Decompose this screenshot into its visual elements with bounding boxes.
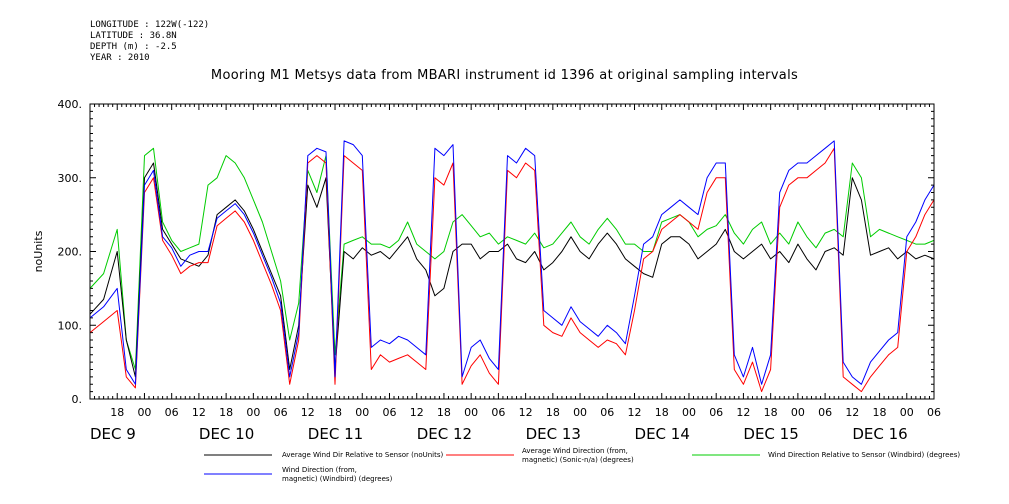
- x-tick-label: 18: [764, 406, 778, 419]
- legend-label: Average Wind Direction (from, magnetic) (…: [522, 447, 634, 464]
- x-tick-label: 06: [600, 406, 614, 419]
- legend-label: Wind Direction Relative to Sensor (Windb…: [768, 451, 960, 459]
- metadata-block: LONGITUDE : 122W(-122) LATITUDE : 36.8N …: [90, 20, 209, 64]
- legend-label: Average Wind Dir Relative to Sensor (noU…: [282, 451, 443, 459]
- x-tick-label: 00: [900, 406, 914, 419]
- meta-latitude: LATITUDE : 36.8N: [90, 31, 177, 41]
- x-tick-label: 12: [628, 406, 642, 419]
- x-tick-label: 18: [873, 406, 887, 419]
- x-tick-label: 06: [818, 406, 832, 419]
- x-tick-label: 18: [219, 406, 233, 419]
- x-day-label: DEC 10: [199, 425, 254, 443]
- x-day-label: DEC 14: [635, 425, 690, 443]
- meta-year: YEAR : 2010: [90, 53, 150, 63]
- x-tick-label: 00: [246, 406, 260, 419]
- y-tick-label: 300.: [58, 172, 83, 185]
- series-line-0: [89, 162, 935, 378]
- x-tick-label: 06: [927, 406, 941, 419]
- x-tick-label: 00: [791, 406, 805, 419]
- x-tick-label: 18: [110, 406, 124, 419]
- x-tick-label: 12: [519, 406, 533, 419]
- y-tick-label: 200.: [58, 246, 83, 259]
- x-tick-label: 00: [682, 406, 696, 419]
- x-day-label: DEC 16: [852, 425, 907, 443]
- y-tick-label: 400.: [58, 98, 83, 111]
- x-tick-label: 00: [137, 406, 151, 419]
- x-tick-label: 18: [655, 406, 669, 419]
- y-axis-label: noUnits: [32, 230, 45, 272]
- x-tick-label: 18: [546, 406, 560, 419]
- plot-frame: [89, 103, 935, 400]
- x-tick-label: 18: [437, 406, 451, 419]
- series-line-1: [89, 147, 935, 393]
- x-tick-label: 12: [410, 406, 424, 419]
- x-tick-label: 12: [845, 406, 859, 419]
- x-tick-label: 00: [355, 406, 369, 419]
- x-tick-label: 00: [573, 406, 587, 419]
- x-tick-label: 12: [736, 406, 750, 419]
- x-tick-label: 06: [274, 406, 288, 419]
- x-day-label: DEC 15: [743, 425, 798, 443]
- x-day-label: DEC 9: [90, 425, 136, 443]
- x-day-label: DEC 12: [417, 425, 472, 443]
- meta-depth: DEPTH (m) : -2.5: [90, 42, 177, 52]
- x-tick-label: 06: [165, 406, 179, 419]
- series-line-2: [89, 147, 935, 370]
- x-tick-label: 06: [491, 406, 505, 419]
- series-line-3: [89, 140, 935, 385]
- x-day-label: DEC 11: [308, 425, 363, 443]
- chart-title: Mooring M1 Metsys data from MBARI instru…: [210, 68, 799, 83]
- x-day-label: DEC 13: [526, 425, 581, 443]
- y-tick-label: 0.: [72, 393, 83, 406]
- x-tick-label: 18: [328, 406, 342, 419]
- x-tick-label: 00: [464, 406, 478, 419]
- y-tick-label: 100.: [58, 319, 83, 332]
- legend-label: Wind Direction (from, magnetic) (Windbird…: [282, 466, 393, 483]
- x-tick-label: 06: [709, 406, 723, 419]
- x-tick-label: 12: [301, 406, 315, 419]
- meta-longitude: LONGITUDE : 122W(-122): [90, 20, 210, 30]
- x-tick-label: 06: [382, 406, 396, 419]
- x-tick-label: 12: [192, 406, 206, 419]
